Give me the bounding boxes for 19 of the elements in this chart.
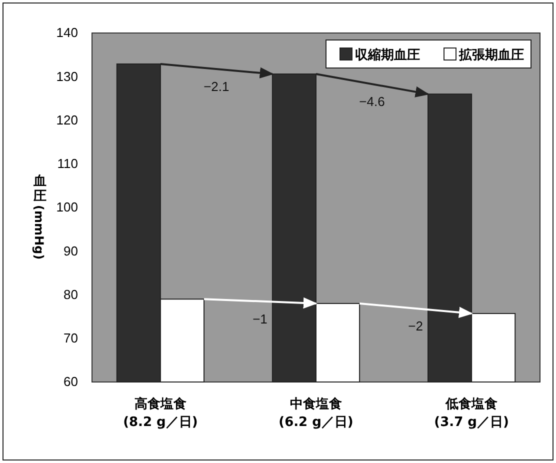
legend-label: 収縮期血圧 [355, 47, 420, 63]
annotation: −2.1 [204, 78, 230, 94]
y-axis-title: 血圧(mmHg) [32, 174, 46, 260]
legend-label: 拡張期血圧 [458, 47, 524, 63]
x-tick-label: 中食塩食 (6.2 g／日) [278, 397, 354, 430]
y-tick-label: 70 [64, 330, 78, 346]
y-tick-label: 130 [56, 68, 78, 84]
y-tick-label: 60 [64, 374, 78, 390]
annotation: −2 [408, 318, 423, 334]
y-tick-label: 120 [56, 112, 78, 128]
y-tick-label: 110 [57, 156, 78, 172]
annotation: −1 [252, 311, 268, 326]
y-tick-label: 90 [64, 243, 78, 258]
x-tick-label: 高食塩食 (8.2 g／日) [123, 396, 198, 430]
y-tick-label: 80 [64, 286, 78, 302]
annotation: −4.6 [359, 94, 385, 110]
y-tick-label: 140 [56, 25, 78, 40]
x-tick-label: 低食塩食 (3.7 g／日) [434, 397, 509, 430]
y-tick-label: 100 [56, 200, 78, 215]
